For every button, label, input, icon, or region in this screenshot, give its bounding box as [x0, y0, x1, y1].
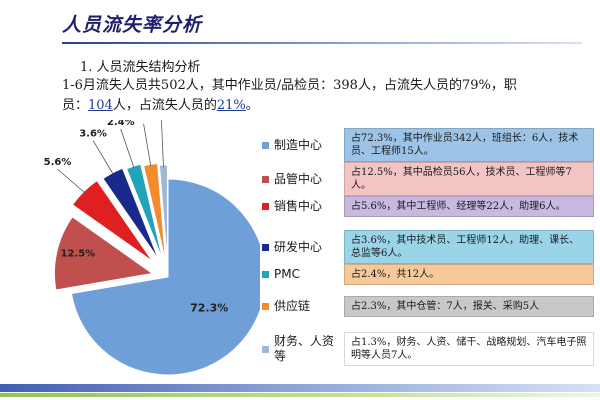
summary-line-1: 1-6月流失人员共502人，其中作业员/品检员：398人，占流失人员的79%，职	[62, 78, 517, 93]
pie-label-3: 5.6%	[44, 157, 72, 168]
legend-description: 占2.4%，共12人。	[344, 264, 594, 285]
legend-description: 占3.6%，其中技术员、工程师12人，助理、课长、总监等6人。	[344, 230, 594, 264]
legend-description: 占5.6%，其中工程师、经理等22人，助理6人。	[344, 196, 594, 217]
legend-row: 供应链 占2.3%，其中仓管：7人，报关、采购5人	[262, 296, 594, 317]
legend-row: 研发中心 占3.6%，其中技术员、工程师12人，助理、课长、总监等6人。	[262, 230, 594, 264]
pie-leader-line-3	[57, 168, 86, 194]
section-heading: 1. 人员流失结构分析	[80, 60, 201, 75]
pie-label-5: 2.4%	[107, 120, 135, 128]
legend-row: 制造中心 占72.3%，其中作业员342人，班组长：6人，技术员、工程师15人。	[262, 128, 594, 162]
page-title: 人员流失率分析	[62, 14, 203, 36]
legend-category: 品管中心	[274, 171, 323, 186]
legend-category: 财务、人资等	[274, 334, 335, 363]
summary-staff-count: 104	[88, 98, 113, 113]
footer-bar	[0, 384, 600, 392]
legend-marker	[262, 141, 269, 149]
summary-part-b: 人，占流失人员的	[112, 98, 217, 113]
title-underline	[62, 42, 582, 44]
legend-marker	[262, 203, 269, 210]
pie-slice-2	[53, 216, 154, 291]
pie-label-6: 2.3%	[130, 120, 158, 123]
legend-description: 占1.3%，财务、人资、储干、战略规划、汽车电子照明等人员7人。	[344, 332, 594, 366]
legend-description: 占72.3%，其中作业员342人，班组长：6人，技术员、工程师15人。	[344, 128, 594, 162]
legend-row: 品管中心 占12.5%，其中品检员56人，技术员、工程师等7人。	[262, 162, 594, 196]
pie-leader-line-5	[120, 128, 135, 169]
pie-label-2: 12.5%	[60, 249, 95, 260]
legend-marker	[262, 303, 269, 310]
summary-part-c: 。	[245, 98, 259, 113]
legend-description: 占12.5%，其中品检员56人，技术员、工程师等7人。	[344, 162, 594, 196]
legend-marker	[262, 345, 269, 353]
pie-label-4: 3.6%	[79, 129, 107, 140]
pie-slice-1	[70, 178, 260, 376]
legend-marker	[262, 243, 269, 251]
pie-label-1: 72.3%	[190, 302, 228, 315]
pie-chart: 72.3%12.5%5.6%3.6%2.4%2.3%1.3%	[44, 120, 260, 376]
legend-category: 供应链	[274, 299, 311, 313]
legend-row: 销售中心 占5.6%，其中工程师、经理等22人，助理6人。	[262, 196, 594, 217]
legend-category: 制造中心	[274, 137, 323, 152]
legend-row: PMC 占2.4%，共12人。	[262, 264, 594, 285]
summary-part-a: 员：	[62, 98, 89, 113]
legend-marker	[262, 271, 269, 278]
pie-leader-line-6	[143, 123, 152, 167]
pie-leader-line-7	[161, 120, 164, 168]
summary-line-2: 员：104人，占流失人员的21%。	[62, 96, 592, 116]
legend-description: 占2.3%，其中仓管：7人，报关、采购5人	[344, 296, 594, 317]
page-title-area: 人员流失率分析	[62, 10, 202, 37]
summary-text: 1-6月流失人员共502人，其中作业员/品检员：398人，占流失人员的79%，职…	[62, 76, 592, 116]
pie-leader-line-4	[92, 140, 114, 175]
legend-row: 财务、人资等 占1.3%，财务、人资、储干、战略规划、汽车电子照明等人员7人。	[262, 332, 594, 366]
footer-bar-accent	[0, 393, 600, 397]
legend-category: 销售中心	[274, 199, 323, 213]
legend-marker	[262, 175, 269, 183]
summary-staff-pct: 21%	[216, 98, 246, 113]
legend-category: 研发中心	[274, 239, 323, 254]
legend-category: PMC	[274, 267, 300, 281]
